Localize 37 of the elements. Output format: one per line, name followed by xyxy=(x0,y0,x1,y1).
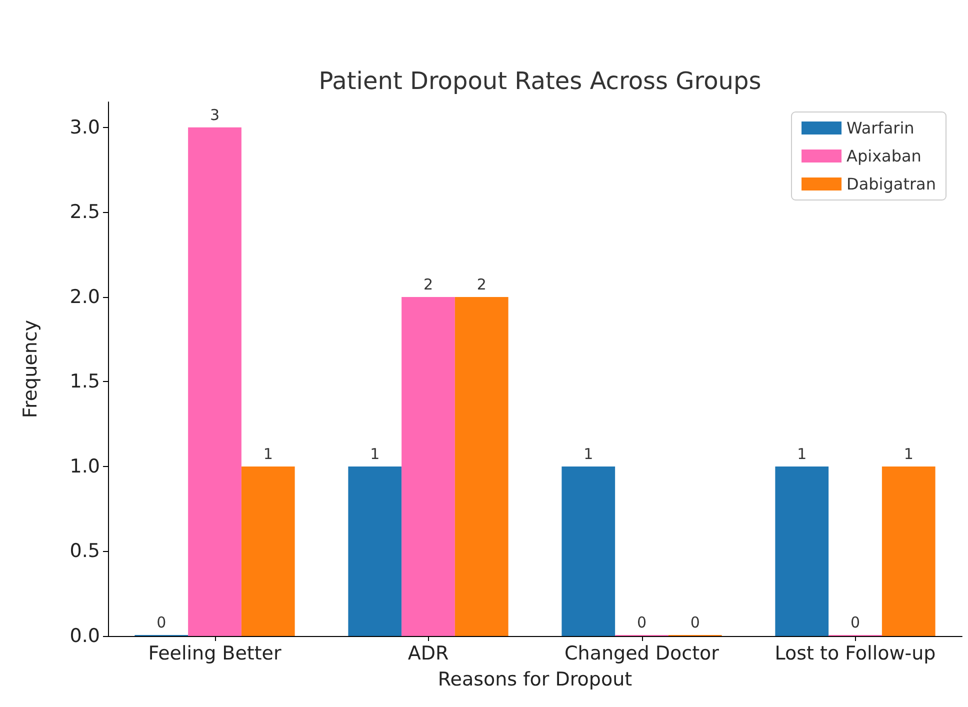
data-label: 1 xyxy=(263,444,273,463)
y-tick-label: 0.0 xyxy=(70,625,100,647)
x-tick-label: Lost to Follow-up xyxy=(774,642,936,664)
data-label: 0 xyxy=(156,614,166,632)
data-label: 1 xyxy=(584,444,594,463)
data-label: 2 xyxy=(423,275,434,294)
bar xyxy=(188,127,242,636)
data-label: 1 xyxy=(904,444,914,463)
bar xyxy=(562,466,616,636)
legend-label: Dabigatran xyxy=(846,174,936,194)
chart-title: Patient Dropout Rates Across Groups xyxy=(318,67,762,95)
bar xyxy=(882,466,936,636)
bar xyxy=(348,466,402,636)
bar xyxy=(402,296,455,636)
data-label: 0 xyxy=(636,614,647,632)
x-tick-label: Feeling Better xyxy=(148,642,282,664)
x-tick-label: ADR xyxy=(408,642,449,664)
y-tick-label: 2.0 xyxy=(70,286,100,308)
y-tick-label: 0.5 xyxy=(70,540,100,562)
data-label: 1 xyxy=(370,444,380,463)
y-tick-label: 2.5 xyxy=(70,201,100,224)
y-tick-label: 3.0 xyxy=(70,116,100,138)
y-axis-title: Frequency xyxy=(20,320,42,418)
bar xyxy=(241,466,295,636)
y-tick-label: 1.0 xyxy=(70,455,100,478)
bar xyxy=(775,466,829,636)
data-label: 2 xyxy=(476,275,486,294)
y-tick-label: 1.5 xyxy=(70,370,100,393)
data-label: 0 xyxy=(690,614,700,632)
legend-label: Warfarin xyxy=(846,118,914,138)
data-label: 1 xyxy=(797,444,807,463)
x-tick-label: Changed Doctor xyxy=(564,642,720,664)
data-label: 3 xyxy=(210,106,220,124)
legend-label: Apixaban xyxy=(846,146,922,166)
data-label: 0 xyxy=(850,614,860,632)
x-axis-title: Reasons for Dropout xyxy=(438,668,632,690)
bar xyxy=(454,296,508,636)
